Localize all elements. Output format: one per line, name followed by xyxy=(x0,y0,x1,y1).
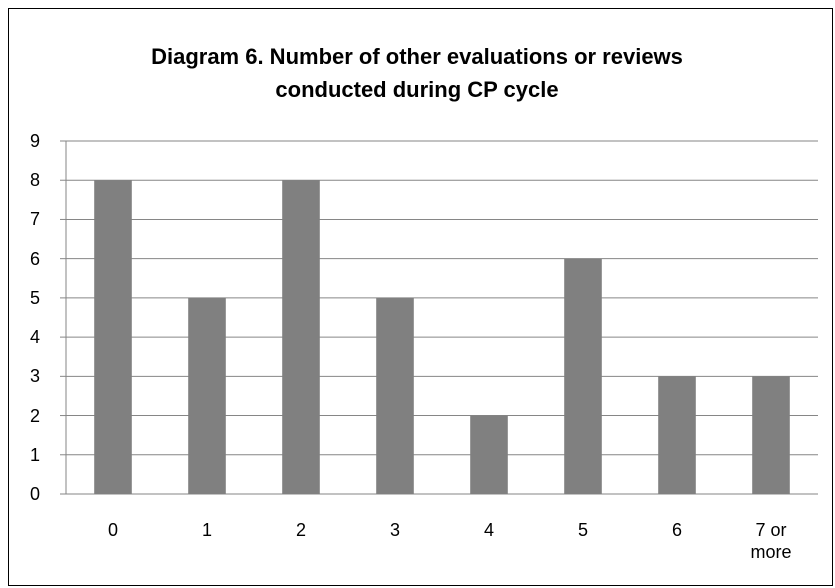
x-tick-label: 0 xyxy=(107,520,118,540)
x-tick-label: 3 xyxy=(389,520,400,540)
bar xyxy=(470,415,508,494)
y-tick-label: 4 xyxy=(29,327,40,348)
x-tick-label: 5 xyxy=(577,520,588,540)
y-tick-label: 8 xyxy=(29,170,40,191)
y-tick-label: 7 xyxy=(29,209,40,230)
x-tick-label: 6 xyxy=(671,520,682,540)
x-tick-label: 7 or more xyxy=(750,520,792,562)
y-tick-label: 9 xyxy=(29,131,40,151)
chart-title: Diagram 6. Number of other evaluations o… xyxy=(151,44,683,102)
bar xyxy=(282,180,320,494)
bar xyxy=(564,258,602,494)
y-tick-label: 3 xyxy=(29,366,40,387)
bar xyxy=(376,297,414,494)
y-tick-label: 6 xyxy=(29,248,40,269)
y-tick-label: 5 xyxy=(29,287,40,308)
y-tick-label: 0 xyxy=(29,484,40,504)
x-tick-label: 4 xyxy=(483,520,494,540)
bar xyxy=(188,297,226,494)
bar xyxy=(94,180,132,494)
x-tick-label: 1 xyxy=(201,520,212,540)
x-tick-label: 2 xyxy=(295,520,306,540)
y-tick-label: 1 xyxy=(29,444,40,465)
y-tick-label: 2 xyxy=(29,405,40,426)
bar xyxy=(752,376,790,494)
bar xyxy=(658,376,696,494)
